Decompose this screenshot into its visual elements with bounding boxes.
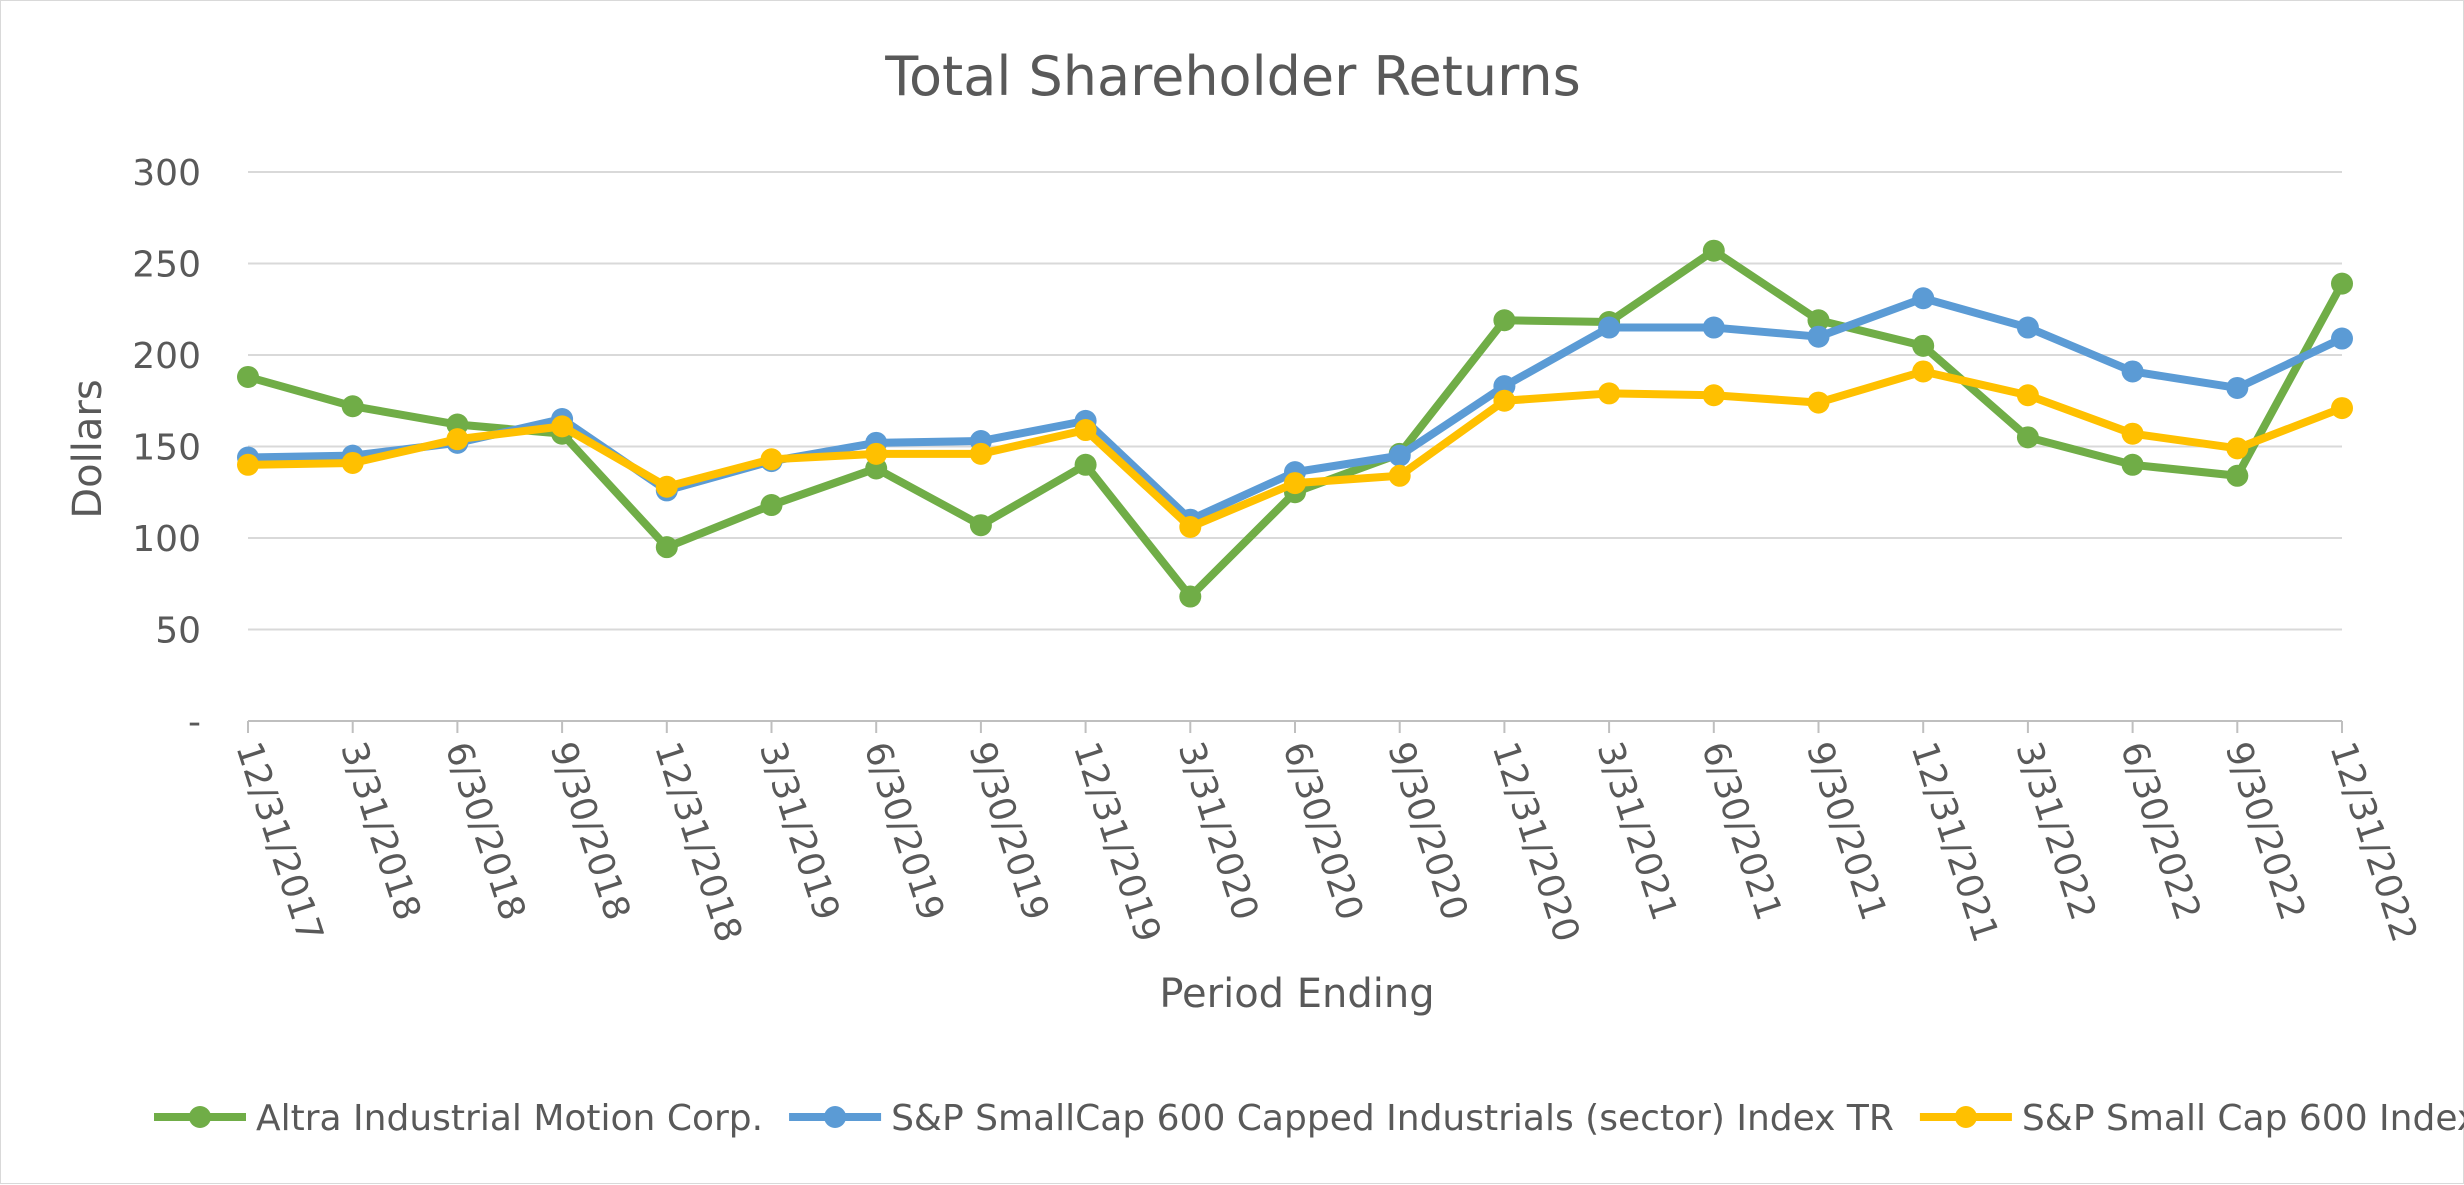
- data-point: [1493, 389, 1516, 412]
- y-tick-label: 150: [132, 428, 201, 469]
- data-point: [1284, 472, 1306, 495]
- x-tick-label: 6/30/2018: [437, 737, 533, 925]
- y-axis-ticks: - 50 100 150 200 250 300: [132, 153, 201, 743]
- x-tick-label: 12/31/2022: [2321, 737, 2424, 947]
- data-point: [1912, 334, 1935, 357]
- data-point: [1388, 464, 1411, 487]
- data-point: [2016, 316, 2039, 339]
- x-tick-label: 12/31/2017: [227, 737, 330, 947]
- data-point: [1807, 391, 1830, 414]
- x-tick-label: 3/31/2022: [2007, 737, 2103, 925]
- x-tick-label: 3/31/2019: [751, 737, 847, 925]
- x-tick-label: 6/30/2019: [856, 737, 952, 925]
- x-tick-label: 9/30/2019: [960, 737, 1056, 925]
- data-point: [1388, 444, 1411, 467]
- legend-item-2: S&P SmallCap 600 Capped Industrials (sec…: [789, 1098, 1894, 1139]
- data-point: [237, 365, 259, 388]
- data-point: [2226, 437, 2249, 460]
- data-point: [2226, 464, 2249, 487]
- x-axis: 12/31/2017 3/31/2018 6/30/2018 9/30/2018 12/…: [227, 720, 2425, 947]
- data-point: [760, 494, 783, 517]
- y-tick-label: 50: [155, 611, 201, 652]
- x-tick-label: 3/31/2021: [1589, 737, 1685, 925]
- x-tick-label: 12/31/2021: [1903, 737, 2006, 947]
- y-axis-title: Dollars: [65, 379, 111, 518]
- legend-item-3: S&P Small Cap 600 Index: [1919, 1098, 2464, 1139]
- x-tick-label: 12/31/2020: [1484, 737, 1587, 947]
- data-point: [2121, 360, 2144, 383]
- data-point: [341, 395, 364, 418]
- chart-title: Total Shareholder Returns: [884, 45, 1581, 108]
- data-point: [2121, 453, 2144, 476]
- data-point: [1598, 382, 1621, 405]
- data-point: [1493, 309, 1516, 332]
- data-point: [760, 448, 783, 471]
- data-point: [551, 415, 574, 438]
- x-tick-label: 9/30/2022: [2217, 737, 2313, 925]
- x-tick-label: 9/30/2020: [1379, 737, 1475, 925]
- x-tick-label: 3/31/2018: [332, 737, 428, 925]
- x-tick-label: 6/30/2022: [2112, 737, 2208, 925]
- legend-marker: [1954, 1106, 1977, 1128]
- data-point: [1179, 585, 1202, 608]
- x-tick-label: 12/31/2018: [646, 737, 749, 947]
- data-point: [1179, 516, 1202, 539]
- x-axis-title: Period Ending: [1159, 971, 1434, 1017]
- legend-label: S&P Small Cap 600 Index: [2022, 1098, 2464, 1139]
- data-point: [865, 442, 888, 465]
- y-tick-label: -: [188, 702, 201, 743]
- x-tick-label: 6/30/2021: [1693, 737, 1789, 925]
- legend: Altra Industrial Motion Corp. S&P SmallCa…: [154, 1098, 2464, 1139]
- data-point: [1912, 360, 1935, 383]
- data-point: [969, 514, 992, 537]
- legend-marker: [189, 1106, 211, 1128]
- data-point: [2016, 426, 2039, 449]
- legend-item-1: Altra Industrial Motion Corp.: [154, 1098, 763, 1139]
- data-point: [1702, 384, 1725, 407]
- data-point: [1074, 419, 1097, 442]
- x-tick-label: 3/31/2020: [1170, 737, 1266, 925]
- data-point: [1807, 325, 1830, 348]
- series-lines: [237, 239, 2353, 608]
- legend-label: Altra Industrial Motion Corp.: [256, 1098, 763, 1139]
- legend-marker: [824, 1106, 847, 1128]
- data-point: [2331, 327, 2353, 350]
- data-point: [2226, 376, 2249, 399]
- data-point: [341, 451, 364, 474]
- data-point: [1807, 309, 1830, 332]
- data-point: [1702, 239, 1725, 262]
- y-tick-label: 250: [132, 245, 201, 286]
- data-point: [2121, 422, 2144, 445]
- y-tick-label: 100: [132, 519, 201, 560]
- x-tick-label: 12/31/2019: [1065, 737, 1168, 947]
- x-tick-label: 6/30/2020: [1274, 737, 1370, 925]
- data-point: [2016, 384, 2039, 407]
- data-point: [1598, 316, 1621, 339]
- series-3: [237, 360, 2353, 539]
- x-tick-label: 9/30/2018: [542, 737, 638, 925]
- legend-label: S&P SmallCap 600 Capped Industrials (sec…: [891, 1098, 1894, 1139]
- data-point: [1912, 287, 1935, 310]
- data-point: [446, 428, 469, 451]
- data-point: [1702, 316, 1725, 339]
- data-point: [655, 475, 678, 498]
- data-point: [237, 453, 259, 476]
- data-point: [969, 442, 992, 465]
- data-point: [1074, 453, 1097, 476]
- data-point: [2331, 272, 2353, 295]
- y-tick-label: 200: [132, 336, 201, 377]
- data-point: [2331, 397, 2353, 420]
- data-point: [655, 536, 678, 559]
- y-tick-label: 300: [132, 153, 201, 194]
- x-tick-label: 9/30/2021: [1798, 737, 1894, 925]
